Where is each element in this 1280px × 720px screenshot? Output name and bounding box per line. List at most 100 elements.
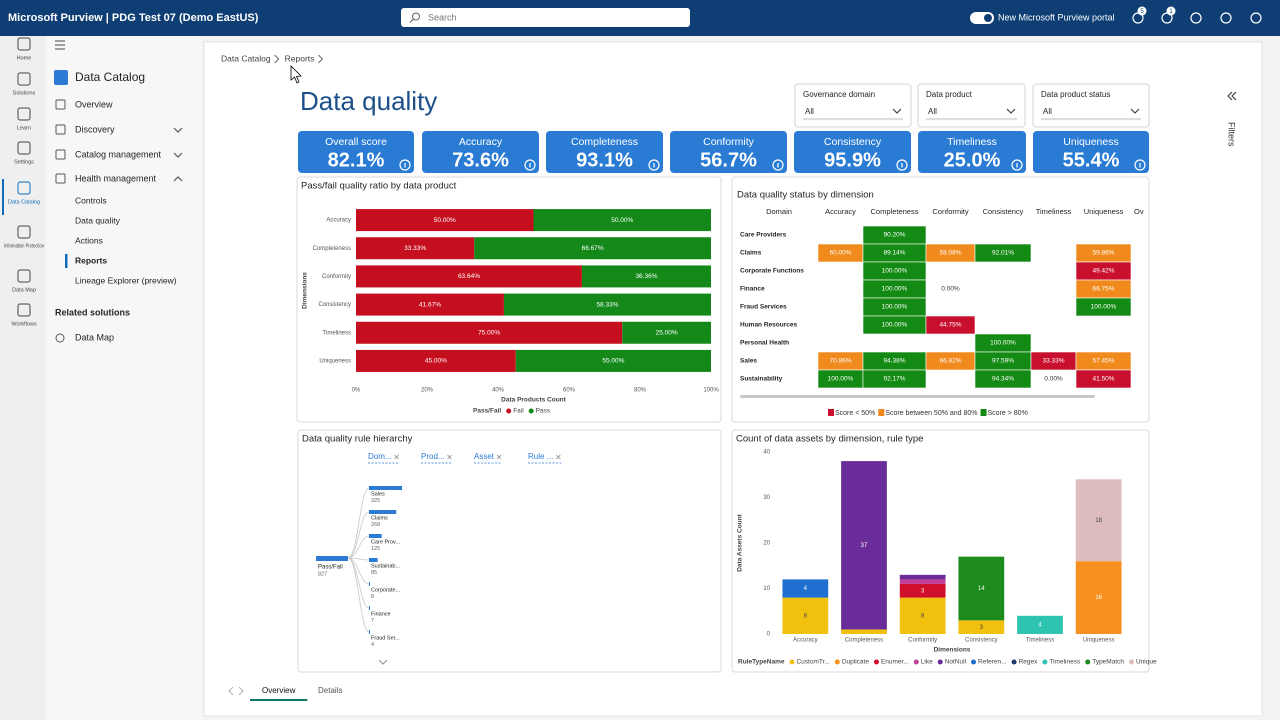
nav-item[interactable]: Overview	[75, 99, 113, 109]
tree-level-header[interactable]: Asset	[474, 452, 495, 461]
column-header[interactable]: Uniqueness	[1084, 207, 1124, 216]
rail-label[interactable]: Workflows	[11, 321, 37, 327]
info-icon[interactable]	[1134, 159, 1146, 171]
breadcrumb-item[interactable]: Reports	[285, 53, 315, 63]
rail-icon[interactable]	[17, 37, 31, 51]
nav-item[interactable]: Catalog management	[75, 149, 162, 159]
legend-label[interactable]: CustomTr...	[796, 659, 830, 666]
bar-segment	[533, 209, 711, 232]
rail-icon[interactable]	[17, 107, 31, 121]
legend-label[interactable]: TypeMatch	[1092, 659, 1124, 666]
legend-label[interactable]: NotNull	[945, 659, 967, 666]
y-tick-label: 40	[763, 450, 770, 456]
legend-label[interactable]: Enumer...	[881, 659, 909, 666]
info-icon[interactable]	[1011, 159, 1023, 171]
rail-label[interactable]: Home	[17, 55, 32, 61]
legend-label[interactable]: Unique	[1136, 659, 1157, 666]
kpi-label: Uniqueness	[1063, 136, 1118, 148]
column-header[interactable]: Conformity	[932, 207, 969, 216]
tree-level-header[interactable]: Dom...	[368, 452, 392, 461]
rail-icon[interactable]	[17, 225, 31, 239]
legend-label[interactable]: Referen...	[978, 659, 1007, 666]
cell-value: 58.08%	[939, 250, 961, 257]
chevron	[173, 152, 183, 158]
data-label: 66.67%	[582, 245, 604, 252]
kpi-value: 93.1%	[576, 149, 633, 171]
bar-segment	[841, 461, 887, 630]
chevron	[173, 127, 183, 133]
bar-segment	[1075, 561, 1122, 634]
rail-label[interactable]: Data Catalog	[8, 199, 40, 205]
legend-label[interactable]: Timeliness	[1049, 659, 1081, 666]
breadcrumb-item[interactable]: Data Catalog	[221, 53, 271, 63]
rail-label[interactable]: Information Protection	[4, 243, 44, 249]
tree-node-value: 7	[371, 618, 374, 624]
tree-node-bar[interactable]	[369, 534, 382, 538]
rail-label[interactable]: Data Map	[12, 287, 36, 293]
rail-icon[interactable]	[17, 269, 31, 283]
filter-box[interactable]	[794, 83, 912, 128]
column-header[interactable]: Ov	[1134, 207, 1144, 216]
header-icon[interactable]	[1190, 12, 1202, 24]
column-header[interactable]: Consistency	[983, 207, 1024, 216]
rail-label[interactable]: Settings	[14, 159, 34, 165]
tree-level-header[interactable]: Rule ...	[528, 452, 553, 461]
filter-box[interactable]	[917, 83, 1026, 128]
nav-sub-item[interactable]: Controls	[75, 195, 107, 205]
nav-sub-item[interactable]: Reports	[75, 255, 107, 265]
rail-icon[interactable]	[17, 72, 31, 86]
cell-value: 70.86%	[829, 358, 851, 365]
tree-node-bar[interactable]	[369, 510, 397, 514]
info-icon[interactable]	[896, 159, 908, 171]
legend-label[interactable]: Fail	[513, 408, 524, 415]
header-icon[interactable]	[1220, 12, 1232, 24]
rail-label[interactable]: Learn	[17, 125, 31, 131]
page-tab[interactable]: Details	[318, 686, 342, 695]
nav-sub-item[interactable]: Lineage Explorer (preview)	[75, 275, 177, 285]
tree-node-bar[interactable]	[369, 582, 370, 586]
rail-icon[interactable]	[17, 181, 31, 195]
info-icon[interactable]	[648, 159, 660, 171]
legend-label[interactable]: Regex	[1019, 659, 1039, 666]
rail-label[interactable]: Solutions	[13, 90, 36, 96]
column-header[interactable]: Domain	[766, 207, 792, 216]
cell-value: 44.75%	[939, 322, 961, 329]
filters-pane-label[interactable]: Filters	[1227, 122, 1237, 147]
nav-item[interactable]: Data Map	[75, 332, 114, 342]
rail-icon[interactable]	[17, 141, 31, 155]
legend-label[interactable]: Duplicate	[842, 659, 869, 666]
tree-node-bar[interactable]	[369, 630, 370, 634]
cursor	[290, 65, 302, 84]
nav-sub-item[interactable]: Actions	[75, 235, 103, 245]
nav-sub-item[interactable]: Data quality	[75, 215, 121, 225]
legend-label[interactable]: Like	[921, 659, 933, 666]
tree-node-bar[interactable]	[369, 606, 370, 610]
filter-label: Governance domain	[803, 90, 875, 99]
info-icon[interactable]	[399, 159, 411, 171]
column-header[interactable]: Timeliness	[1036, 207, 1072, 216]
column-header[interactable]: Completeness	[871, 207, 919, 216]
filter-box[interactable]	[1032, 83, 1150, 128]
tree-node-bar[interactable]	[369, 486, 402, 490]
badge	[1166, 6, 1176, 16]
filters-pane[interactable]	[1218, 84, 1242, 204]
tree-node-bar[interactable]	[316, 556, 348, 561]
info-icon[interactable]	[524, 159, 536, 171]
tree-node-bar[interactable]	[369, 558, 378, 562]
header-icon[interactable]	[1250, 12, 1262, 24]
data-label: 33.33%	[404, 245, 426, 252]
page-tab[interactable]: Overview	[262, 686, 296, 695]
rail-icon[interactable]	[17, 303, 31, 317]
legend-swatch	[789, 659, 795, 665]
legend-swatch	[828, 409, 834, 416]
info-icon[interactable]	[772, 159, 784, 171]
cell-value: 0.00%	[941, 286, 960, 293]
data-label: 75.00%	[478, 329, 500, 336]
nav-item[interactable]: Health management	[75, 173, 157, 183]
tree-level-header[interactable]: Prod...	[421, 452, 445, 461]
nav-item[interactable]: Discovery	[75, 124, 115, 134]
visual-panel	[297, 429, 722, 673]
legend-label[interactable]: Pass	[536, 408, 551, 415]
search-box[interactable]	[401, 8, 690, 27]
column-header[interactable]: Accuracy	[825, 207, 856, 216]
